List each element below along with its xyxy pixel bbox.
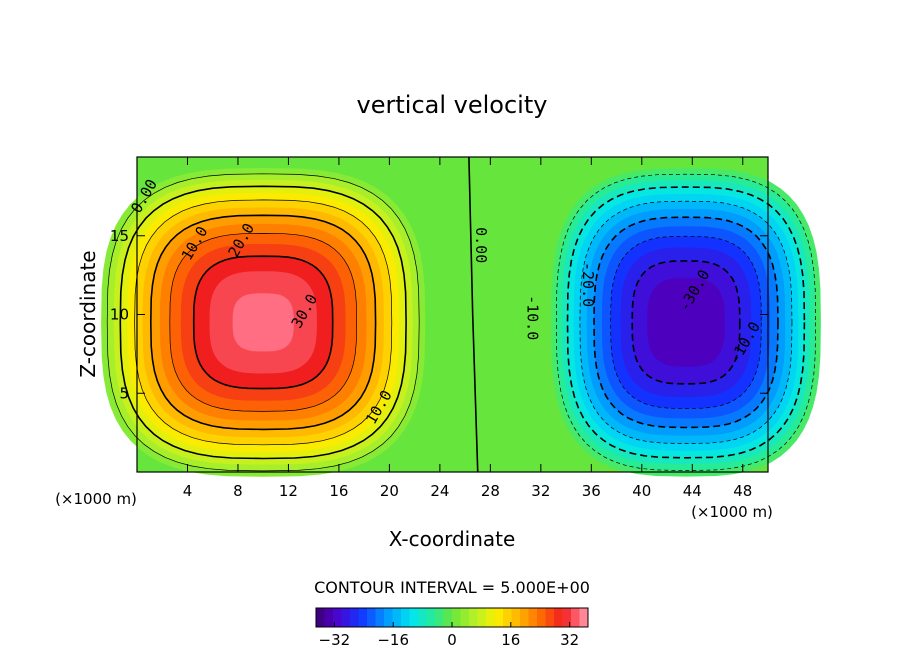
colorbar-cell (486, 608, 495, 627)
colorbar-tick-label: −16 (377, 631, 409, 649)
contour-label: 0.00 (472, 227, 490, 263)
x-axis-label: X-coordinate (389, 527, 516, 551)
colorbar-cell (494, 608, 504, 627)
colorbar-cell (520, 608, 529, 627)
x-tick-label: 44 (683, 482, 702, 500)
x-tick-label: 48 (733, 482, 752, 500)
colorbar-cell (537, 608, 546, 627)
colorbar-tick-label: −32 (319, 631, 351, 649)
chart-title: vertical velocity (357, 91, 548, 119)
x-tick-label: 32 (531, 482, 550, 500)
colorbar-tick-label: 16 (501, 631, 520, 649)
colorbar-cell (316, 608, 325, 627)
colorbar-cell (392, 608, 402, 627)
contour-interval-text: CONTOUR INTERVAL = 5.000E+00 (314, 578, 590, 597)
colorbar-cell (333, 608, 342, 627)
colorbar-cell (409, 608, 419, 627)
colorbar-cell (435, 608, 444, 627)
x-unit-label: (×1000 m) (691, 503, 773, 521)
y-tick-label: 10 (110, 306, 129, 324)
y-axis: 5 10 15 (110, 227, 768, 402)
contour-line (149, 214, 377, 431)
colorbar-cell (469, 608, 478, 627)
x-tick-label: 16 (329, 482, 348, 500)
colorbar-cell (443, 608, 453, 627)
colorbar-cell (562, 608, 572, 627)
colorbar-cell (350, 608, 359, 627)
contour-line (610, 235, 762, 409)
contour-label: -10.0 (524, 295, 542, 340)
x-axis: 4 8 12 16 20 24 28 32 36 40 44 48 (183, 157, 752, 500)
colorbar-cell (452, 608, 461, 627)
colorbar-cell (384, 608, 393, 627)
colorbar-cells (316, 608, 589, 627)
contour-line (566, 186, 806, 459)
colorbar-ticks: −32 −16 0 16 32 (319, 622, 579, 649)
contour-lines (106, 156, 816, 473)
colorbar-tick-label: 0 (447, 631, 457, 649)
colorbar-cell (324, 608, 334, 627)
colorbar-cell (528, 608, 538, 627)
colorbar-cell (401, 608, 410, 627)
contour-line (169, 233, 357, 412)
y-axis-label: Z-coordinate (76, 250, 100, 377)
colorbar-cell (375, 608, 385, 627)
x-tick-label: 40 (632, 482, 651, 500)
colorbar-cell (460, 608, 470, 627)
colorbar-cell (341, 608, 351, 627)
x-tick-label: 20 (380, 482, 399, 500)
colorbar-cell (571, 608, 580, 627)
x-tick-label: 8 (233, 482, 243, 500)
colorbar-cell (367, 608, 376, 627)
y-tick-label: 5 (119, 384, 129, 402)
contour-label: -20.0 (579, 262, 597, 307)
colorbar-cell (579, 608, 589, 627)
colorbar-cell (511, 608, 521, 627)
x-tick-label: 4 (183, 482, 193, 500)
contour-line (106, 173, 420, 472)
colorbar: −32 −16 0 16 32 (315, 607, 589, 649)
x-tick-label: 28 (481, 482, 500, 500)
zero-contour-line (468, 156, 479, 473)
colorbar-tick-label: 32 (560, 631, 579, 649)
x-tick-label: 36 (582, 482, 601, 500)
colorbar-cell (554, 608, 563, 627)
y-unit-label: (×1000 m) (55, 490, 137, 508)
contour-line (134, 199, 393, 446)
colorbar-cell (426, 608, 436, 627)
colorbar-cell (418, 608, 427, 627)
x-tick-label: 24 (430, 482, 449, 500)
colorbar-cell (358, 608, 368, 627)
contour-line (119, 185, 407, 460)
field-band (232, 293, 294, 352)
colorbar-cell (503, 608, 512, 627)
contour-line (593, 216, 779, 429)
x-tick-label: 12 (279, 482, 298, 500)
y-tick-label: 15 (110, 227, 129, 245)
colorbar-cell (477, 608, 487, 627)
filled-contour-field (101, 168, 821, 477)
colorbar-cell (545, 608, 555, 627)
field-band (647, 278, 725, 367)
contour-line (192, 255, 334, 390)
